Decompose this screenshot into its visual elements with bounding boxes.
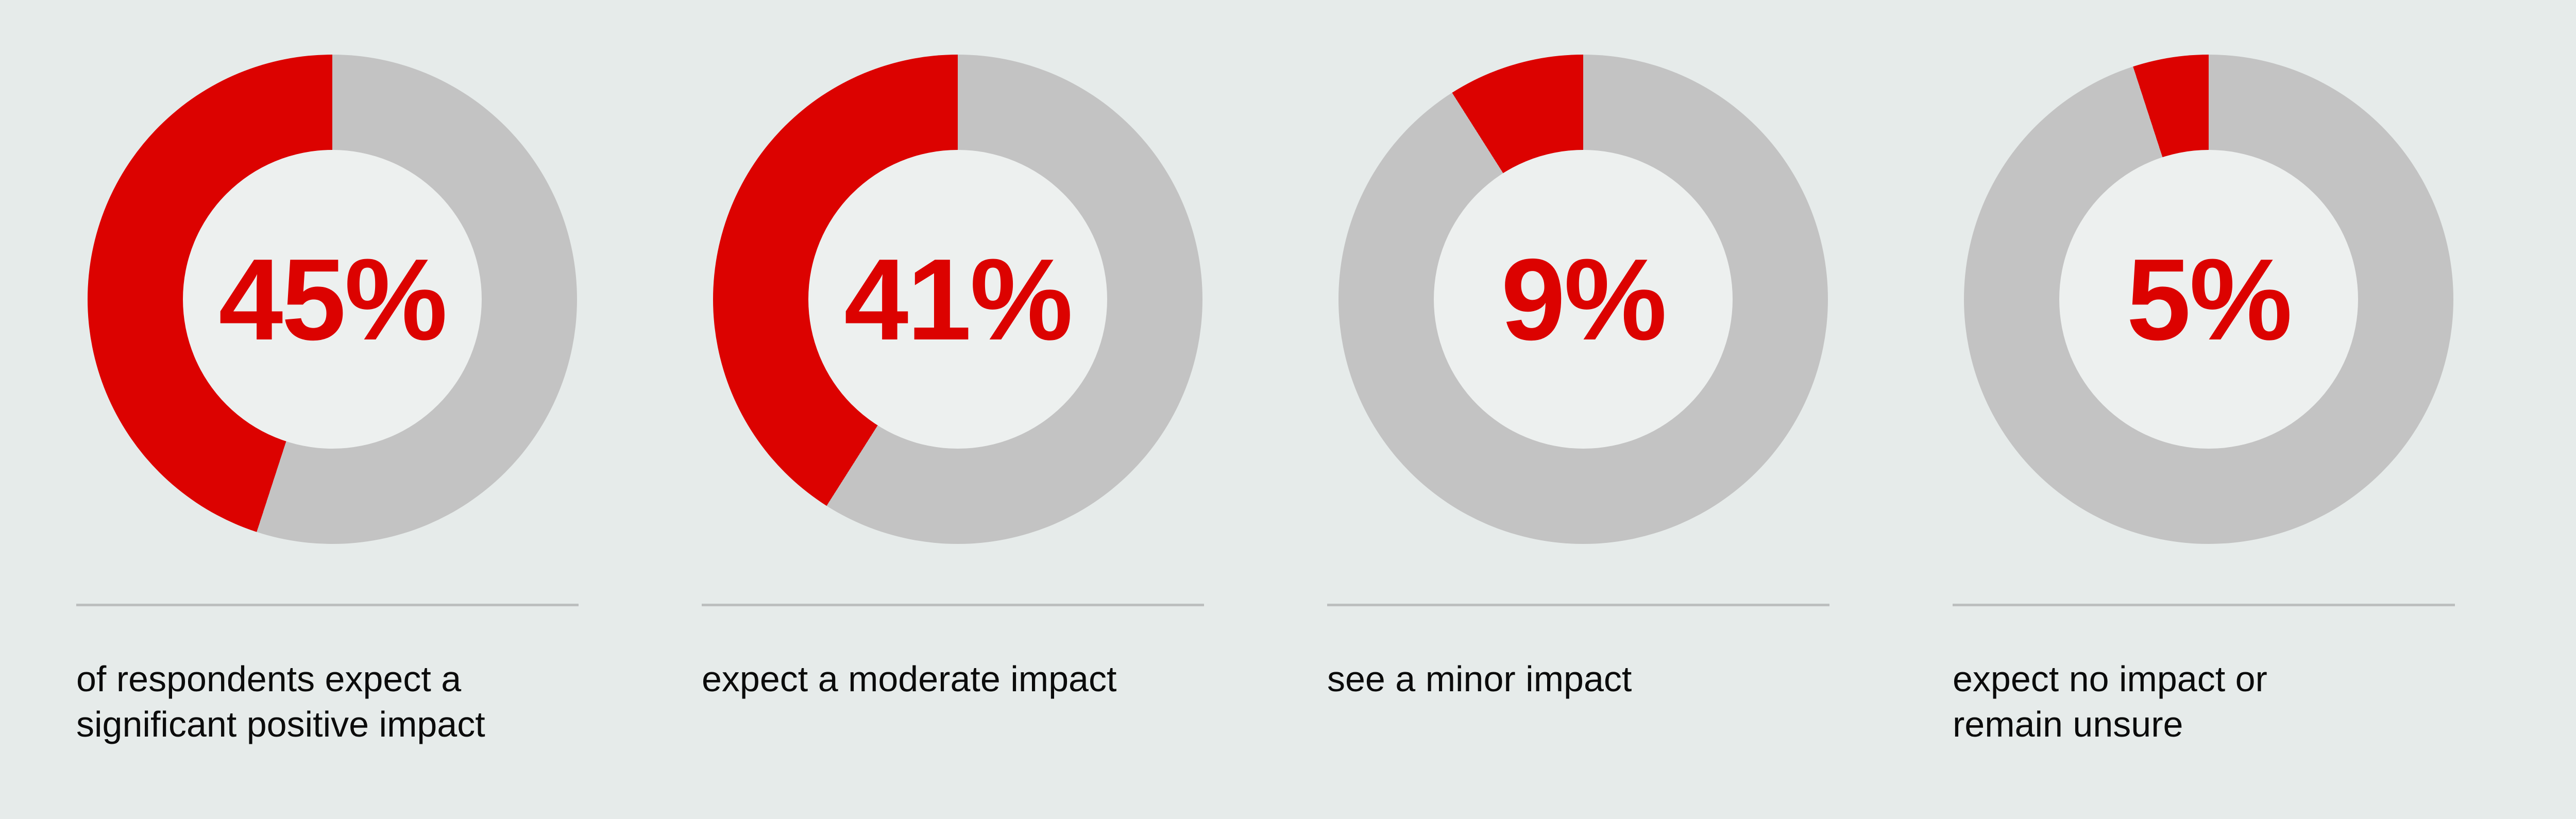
donut-caption: expect no impact or remain unsure: [1953, 659, 2267, 744]
stat-column-minor-impact: 9% see a minor impact: [1327, 55, 1953, 747]
divider-line: [1953, 604, 2455, 606]
divider-line: [1327, 604, 1829, 606]
donut-hole: 41%: [808, 150, 1107, 449]
donut-chart-moderate-impact: 41%: [713, 55, 1202, 544]
divider-line: [76, 604, 579, 606]
stat-column-significant-impact: 45% of respondents expect a significant …: [76, 55, 702, 747]
donut-value-label: 9%: [1501, 234, 1667, 364]
donut-chart-no-impact: 5%: [1964, 55, 2453, 544]
donut-caption: of respondents expect a significant posi…: [76, 659, 485, 744]
stat-column-moderate-impact: 41% expect a moderate impact: [702, 55, 1327, 747]
donut-value-label: 5%: [2126, 234, 2292, 364]
donut-stats-row: 45% of respondents expect a significant …: [76, 55, 2576, 747]
donut-value-label: 45%: [218, 234, 447, 364]
donut-chart-minor-impact: 9%: [1338, 55, 1828, 544]
donut-hole: 45%: [183, 150, 482, 449]
donut-hole: 9%: [1434, 150, 1733, 449]
donut-value-label: 41%: [844, 234, 1073, 364]
donut-caption: see a minor impact: [1327, 659, 1632, 699]
stat-column-no-impact: 5% expect no impact or remain unsure: [1953, 55, 2576, 747]
donut-chart-significant-impact: 45%: [88, 55, 577, 544]
donut-hole: 5%: [2059, 150, 2358, 449]
divider-line: [702, 604, 1204, 606]
donut-caption: expect a moderate impact: [702, 659, 1117, 699]
